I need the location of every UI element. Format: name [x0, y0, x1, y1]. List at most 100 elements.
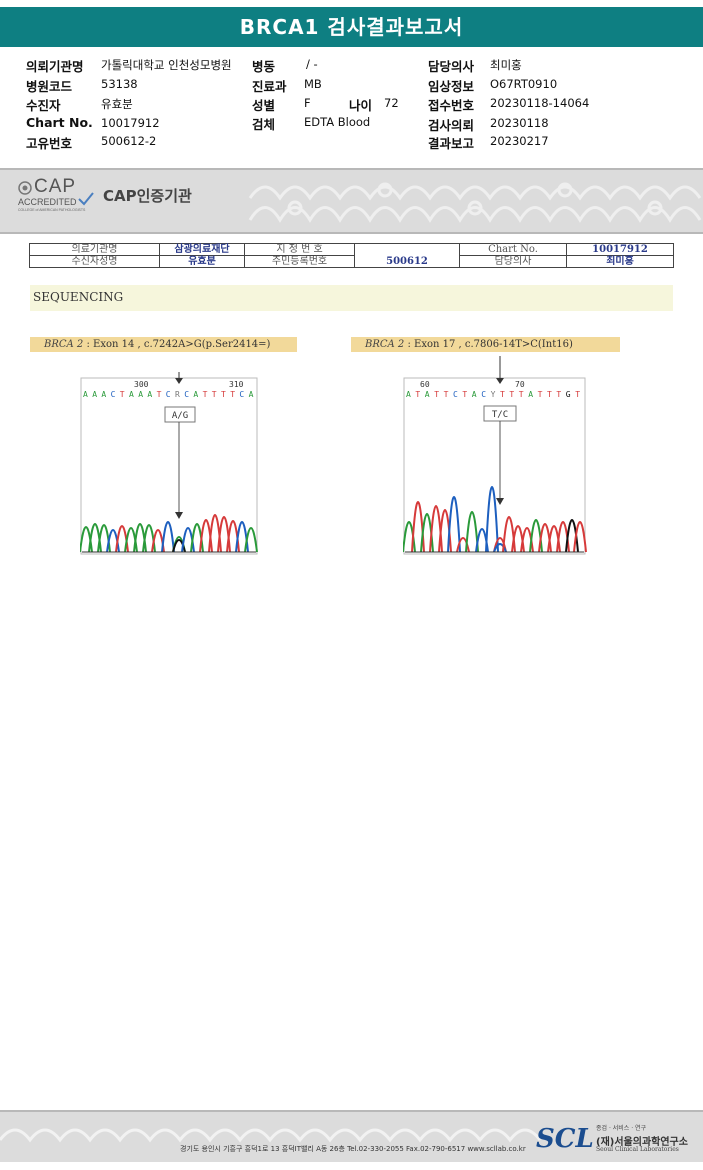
table-cell: 담당의사 [459, 255, 567, 268]
base-call: T [500, 390, 505, 399]
base-call: A [129, 390, 134, 399]
dept-value: MB [304, 77, 322, 91]
footer-address: 경기도 용인시 기흥구 흥덕1로 13 흥덕IT밸리 A동 26층 Tel.02… [180, 1145, 526, 1153]
cap-certified-label: CAP인증기관 [103, 187, 192, 205]
institution-value: 가톨릭대학교 인천성모병원 [101, 58, 232, 72]
base-call: A [406, 390, 411, 399]
unique-value: 500612-2 [101, 134, 157, 148]
trace-peak [403, 521, 416, 553]
cap-accredited: ACCREDITED [18, 197, 77, 207]
variant-1-label: BRCA 2 : Exon 14 , c.7242A>G(p.Ser2414=) [30, 337, 297, 352]
trace-peak [172, 539, 186, 553]
receipt-value: 20230118-14064 [490, 96, 590, 110]
trace-peak [447, 496, 461, 553]
base-call: A [83, 390, 88, 399]
base-call: A [101, 390, 106, 399]
base-call: G [566, 390, 571, 399]
table-cell: Chart No. [459, 243, 567, 256]
variant-2-gene: BRCA 2 [365, 339, 405, 350]
trace-peak [106, 529, 120, 553]
base-call: C [111, 390, 116, 399]
trace-peak [573, 521, 587, 553]
arrow-down-icon [496, 378, 504, 384]
sex-value: F [304, 96, 311, 110]
chart-label: Chart No. [26, 115, 93, 130]
scl-tagline: 종검 · 서비스 · 연구 [596, 1125, 647, 1132]
trace-peak [565, 519, 579, 553]
chromatogram-1-peaks [80, 514, 258, 553]
trace-peak [456, 537, 470, 553]
dept-label: 진료과 [252, 79, 287, 94]
doctor-label: 담당의사 [428, 59, 475, 74]
sequencing-section-bar [30, 285, 673, 311]
base-call: T [203, 390, 208, 399]
ward-label: 병동 [252, 59, 276, 74]
base-call: A [92, 390, 97, 399]
unique-label: 고유번호 [26, 136, 73, 151]
table-cell: 의료기관명 [29, 243, 160, 256]
scl-name: (재)서울의과학연구소 [596, 1137, 688, 1148]
trace-peak [485, 486, 499, 553]
table-cell: 삼광의료재단 [159, 243, 245, 256]
cap-text: CAP [34, 176, 77, 197]
call-2-text: T/C [492, 410, 508, 420]
base-call: T [547, 390, 552, 399]
base-call: T [230, 390, 235, 399]
base-call: T [462, 390, 467, 399]
call-1-text: A/G [172, 411, 188, 421]
base-call: C [184, 390, 189, 399]
base-call: T [415, 390, 420, 399]
sex-label: 성별 [252, 98, 276, 113]
chromatogram-2-pos-60: 60 [420, 380, 430, 389]
variant-2-label: BRCA 2 : Exon 17 , c.7806-14T>C(Int16) [351, 337, 620, 352]
base-call: T [519, 390, 524, 399]
sequencing-label: SEQUENCING [33, 290, 124, 304]
result-value: 20230217 [490, 134, 549, 148]
table-cell: 500612 [354, 255, 460, 268]
base-call: C [239, 390, 244, 399]
table-cell [354, 243, 460, 256]
report-title: BRCA1 검사결과보고서 [0, 7, 703, 47]
chromatogram-1-pos-300: 300 [134, 380, 149, 389]
chromatogram-2-peaks [403, 486, 587, 553]
footer-bar [0, 1110, 703, 1162]
table-cell: 10017912 [566, 243, 674, 256]
base-call: T [157, 390, 162, 399]
base-call: T [575, 390, 580, 399]
specimen-label: 검체 [252, 117, 276, 132]
clinical-value: O67RT0910 [490, 77, 558, 91]
base-call: C [166, 390, 171, 399]
receipt-label: 접수번호 [428, 98, 475, 113]
variant-2-desc: : Exon 17 , c.7806-14T>C(Int16) [407, 339, 573, 350]
arrow-down-icon [496, 498, 504, 505]
cap-banner [0, 168, 703, 234]
request-value: 20230118 [490, 116, 549, 130]
base-call: A [528, 390, 533, 399]
specimen-value: EDTA Blood [304, 115, 371, 129]
table-cell: 주민등록번호 [244, 255, 355, 268]
institution-label: 의뢰기관명 [26, 59, 84, 74]
base-call: T [221, 390, 226, 399]
base-call: T [538, 390, 543, 399]
footer-wave-pattern [0, 1128, 542, 1143]
variant-1-desc: : Exon 14 , c.7242A>G(p.Ser2414=) [86, 339, 271, 350]
cap-college: COLLEGE of AMERICAN PATHOLOGISTS [18, 208, 86, 212]
chromatogram-2-pos-70: 70 [515, 380, 525, 389]
result-label: 결과보고 [428, 136, 475, 151]
table-row: 의료기관명 삼광의료재단 지 정 번 호 Chart No. 10017912 [29, 243, 674, 256]
base-call: R [175, 390, 180, 399]
arrow-down-icon [175, 378, 183, 384]
base-call: A [147, 390, 152, 399]
call-1-box [164, 406, 196, 423]
chromatogram-1-pos-310: 310 [229, 380, 244, 389]
base-call: T [509, 390, 514, 399]
age-label: 나이 [349, 98, 373, 113]
trace-peak [161, 521, 175, 553]
checkmark-icon [78, 192, 94, 206]
base-call: C [481, 390, 486, 399]
base-call: T [212, 390, 217, 399]
table-cell: 지 정 번 호 [244, 243, 355, 256]
scl-name-en: Seoul Clinical Laboratories [596, 1146, 679, 1153]
